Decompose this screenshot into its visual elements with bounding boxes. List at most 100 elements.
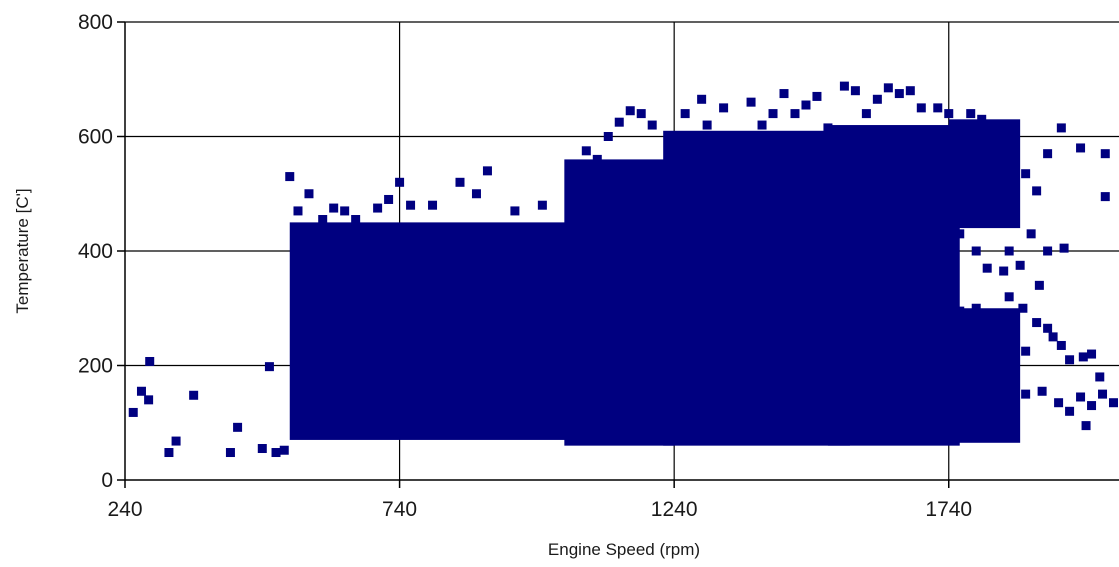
data-point: [982, 263, 992, 273]
data-point: [664, 132, 674, 141]
data-point: [329, 203, 339, 213]
data-point: [1004, 292, 1014, 302]
data-point: [340, 206, 350, 216]
data-point: [510, 206, 520, 216]
data-point: [406, 200, 416, 210]
data-point: [620, 163, 630, 173]
data-point: [861, 109, 871, 119]
data-point: [537, 200, 547, 210]
data-point: [318, 215, 328, 225]
data-point: [971, 246, 981, 256]
data-point: [225, 448, 235, 458]
data-point: [171, 436, 181, 446]
y-axis-title: Temperature [C']: [13, 188, 32, 313]
data-point: [790, 109, 800, 119]
data-point: [812, 332, 822, 342]
data-point: [304, 189, 314, 199]
axis-layer: 0 200 400 600 800 240 740 1240 1740: [78, 11, 1119, 521]
data-point: [933, 315, 943, 325]
data-point: [988, 137, 998, 147]
data-point: [746, 97, 756, 107]
data-point: [395, 177, 405, 187]
data-point: [911, 300, 921, 310]
data-point: [905, 86, 915, 96]
data-point: [867, 303, 877, 313]
data-point: [878, 257, 888, 267]
data-point: [1098, 389, 1108, 399]
data-point: [1100, 149, 1110, 159]
data-point: [471, 189, 481, 199]
data-point: [351, 215, 361, 225]
y-tick-label: 600: [78, 126, 113, 149]
data-point: [872, 94, 882, 104]
data-point: [1078, 352, 1088, 362]
data-point: [1037, 386, 1047, 396]
data-point: [1065, 406, 1075, 416]
data-point: [856, 306, 866, 316]
data-point: [839, 81, 849, 91]
x-tick-label: 740: [382, 498, 417, 521]
y-tick-label: 800: [78, 11, 113, 34]
data-point: [1021, 389, 1031, 399]
data-point: [614, 117, 624, 127]
data-point: [966, 109, 976, 119]
data-point: [894, 332, 904, 342]
data-point: [883, 83, 893, 93]
data-point: [603, 132, 613, 141]
data-point: [889, 309, 899, 319]
data-point: [1100, 192, 1110, 202]
data-point: [625, 106, 635, 116]
data-point: [719, 103, 729, 113]
data-point: [702, 120, 712, 130]
x-tick-label: 240: [107, 498, 142, 521]
points-layer: [128, 81, 1119, 458]
data-point: [955, 229, 965, 239]
data-point: [428, 200, 438, 210]
data-point: [977, 349, 987, 359]
data-point: [636, 109, 646, 119]
y-tick-label: 0: [101, 469, 113, 492]
data-point: [570, 174, 580, 184]
data-point: [933, 240, 943, 250]
data-point: [264, 362, 274, 372]
dense-point-cluster: [564, 159, 675, 446]
y-tick-label: 400: [78, 240, 113, 263]
data-point: [922, 252, 932, 262]
data-point: [955, 306, 965, 316]
data-point: [730, 132, 740, 141]
data-point: [999, 329, 1009, 339]
data-point: [823, 123, 833, 133]
data-point: [801, 100, 811, 110]
data-point: [779, 89, 789, 99]
data-point: [1015, 260, 1025, 270]
data-point: [812, 91, 822, 101]
x-tick-label: 1240: [651, 498, 698, 521]
data-point: [233, 422, 243, 432]
data-point: [1032, 318, 1042, 328]
data-point: [1056, 340, 1066, 350]
data-point: [1095, 372, 1105, 382]
data-point: [1032, 186, 1042, 196]
data-point: [680, 109, 690, 119]
dense-point-cluster: [948, 119, 1021, 229]
data-point: [647, 120, 657, 130]
dense-data-layer: [289, 119, 1021, 446]
data-point: [144, 395, 154, 405]
data-point: [1034, 280, 1044, 290]
x-tick-label: 1740: [925, 498, 972, 521]
data-point: [145, 356, 155, 366]
data-point: [1081, 421, 1091, 431]
data-point: [1054, 398, 1064, 408]
data-point: [1004, 378, 1014, 388]
data-point: [136, 386, 146, 396]
dense-point-cluster: [663, 130, 850, 446]
data-point: [911, 263, 921, 273]
data-point: [867, 235, 877, 245]
data-point: [894, 89, 904, 99]
data-point: [1021, 346, 1031, 356]
data-point: [1026, 229, 1036, 239]
data-point: [933, 103, 943, 113]
data-point: [922, 352, 932, 362]
